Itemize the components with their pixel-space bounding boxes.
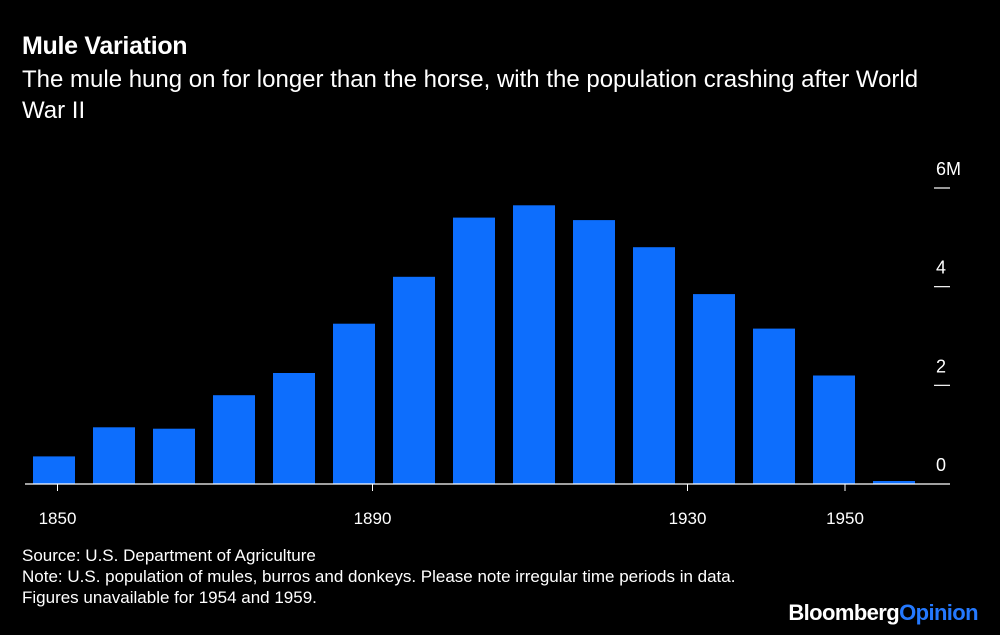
logo-accent-text: Opinion: [899, 600, 979, 625]
x-tick-label-1850: 1850: [39, 509, 77, 528]
y-tick-label-4: 4: [936, 258, 946, 278]
logo-main-text: Bloomberg: [788, 600, 900, 625]
bar-1920: [453, 217, 495, 484]
bar-1940: [693, 294, 735, 484]
bar-1850: [33, 456, 75, 484]
x-tick-label-1950: 1950: [826, 509, 864, 528]
bar-1925: [513, 205, 555, 485]
x-tick-label-1890: 1890: [354, 509, 392, 528]
bar-chart: 1850 1890 1930 1950 0 2 4 6M: [25, 159, 961, 528]
bar-1950: [813, 375, 855, 484]
bar-1867: [153, 428, 195, 484]
bar-1930: [573, 220, 615, 484]
bar-1945: [753, 328, 795, 484]
bloomberg-opinion-logo: BloombergOpinion: [788, 600, 978, 626]
bar-1960: [873, 481, 915, 484]
chart-footer: Source: U.S. Department of Agriculture N…: [22, 545, 782, 608]
bar-1910: [393, 276, 435, 484]
bar-1890: [273, 373, 315, 484]
data-note: Note: U.S. population of mules, burros a…: [22, 567, 736, 607]
bar-1880: [213, 395, 255, 484]
bar-1935: [633, 247, 675, 484]
bar-1860: [93, 427, 135, 484]
y-tick-label-2: 2: [936, 356, 946, 376]
bar-1900: [333, 323, 375, 484]
y-tick-label-0: 0: [936, 455, 946, 475]
chart-subtitle: The mule hung on for longer than the hor…: [22, 66, 919, 124]
source-note: Source: U.S. Department of Agriculture: [22, 546, 316, 565]
x-tick-label-1930: 1930: [669, 509, 707, 528]
y-tick-label-6M: 6M: [936, 159, 961, 179]
chart-title: Mule Variation: [22, 32, 188, 60]
